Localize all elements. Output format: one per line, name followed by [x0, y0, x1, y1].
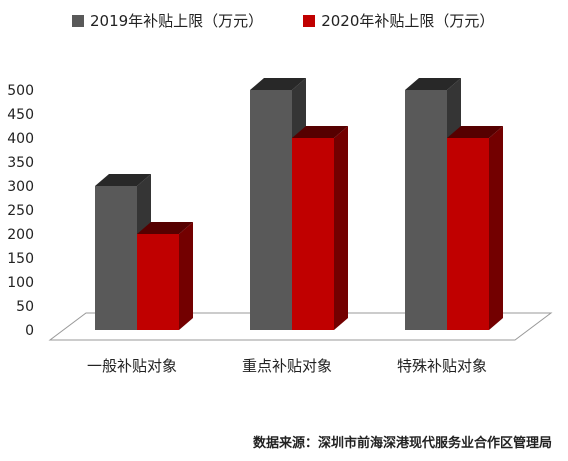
x-tick-label: 一般补贴对象	[87, 357, 177, 375]
x-tick-label: 重点补贴对象	[242, 357, 332, 375]
bar-2019-1	[250, 90, 292, 330]
y-tick-label: 500	[7, 83, 34, 99]
x-tick-label: 特殊补贴对象	[397, 357, 487, 375]
y-tick-label: 0	[25, 323, 34, 339]
bar-2020-1	[292, 138, 334, 330]
y-tick-label: 50	[16, 299, 34, 315]
bar-side	[334, 126, 348, 330]
y-tick-label: 250	[7, 203, 34, 219]
y-tick-label: 350	[7, 155, 34, 171]
y-tick-label: 100	[7, 275, 34, 291]
y-tick-label: 200	[7, 227, 34, 243]
bar-side	[179, 222, 193, 330]
y-tick-label: 450	[7, 107, 34, 123]
bar-side	[489, 126, 503, 330]
y-tick-label: 400	[7, 131, 34, 147]
y-tick-label: 150	[7, 251, 34, 267]
source-note: 数据来源：深圳市前海深港现代服务业合作区管理局	[253, 432, 552, 451]
bar-2019-0	[95, 186, 137, 330]
bar-2019-2	[405, 90, 447, 330]
bar-2020-2	[447, 138, 489, 330]
y-tick-label: 300	[7, 179, 34, 195]
bar-2020-0	[137, 234, 179, 330]
